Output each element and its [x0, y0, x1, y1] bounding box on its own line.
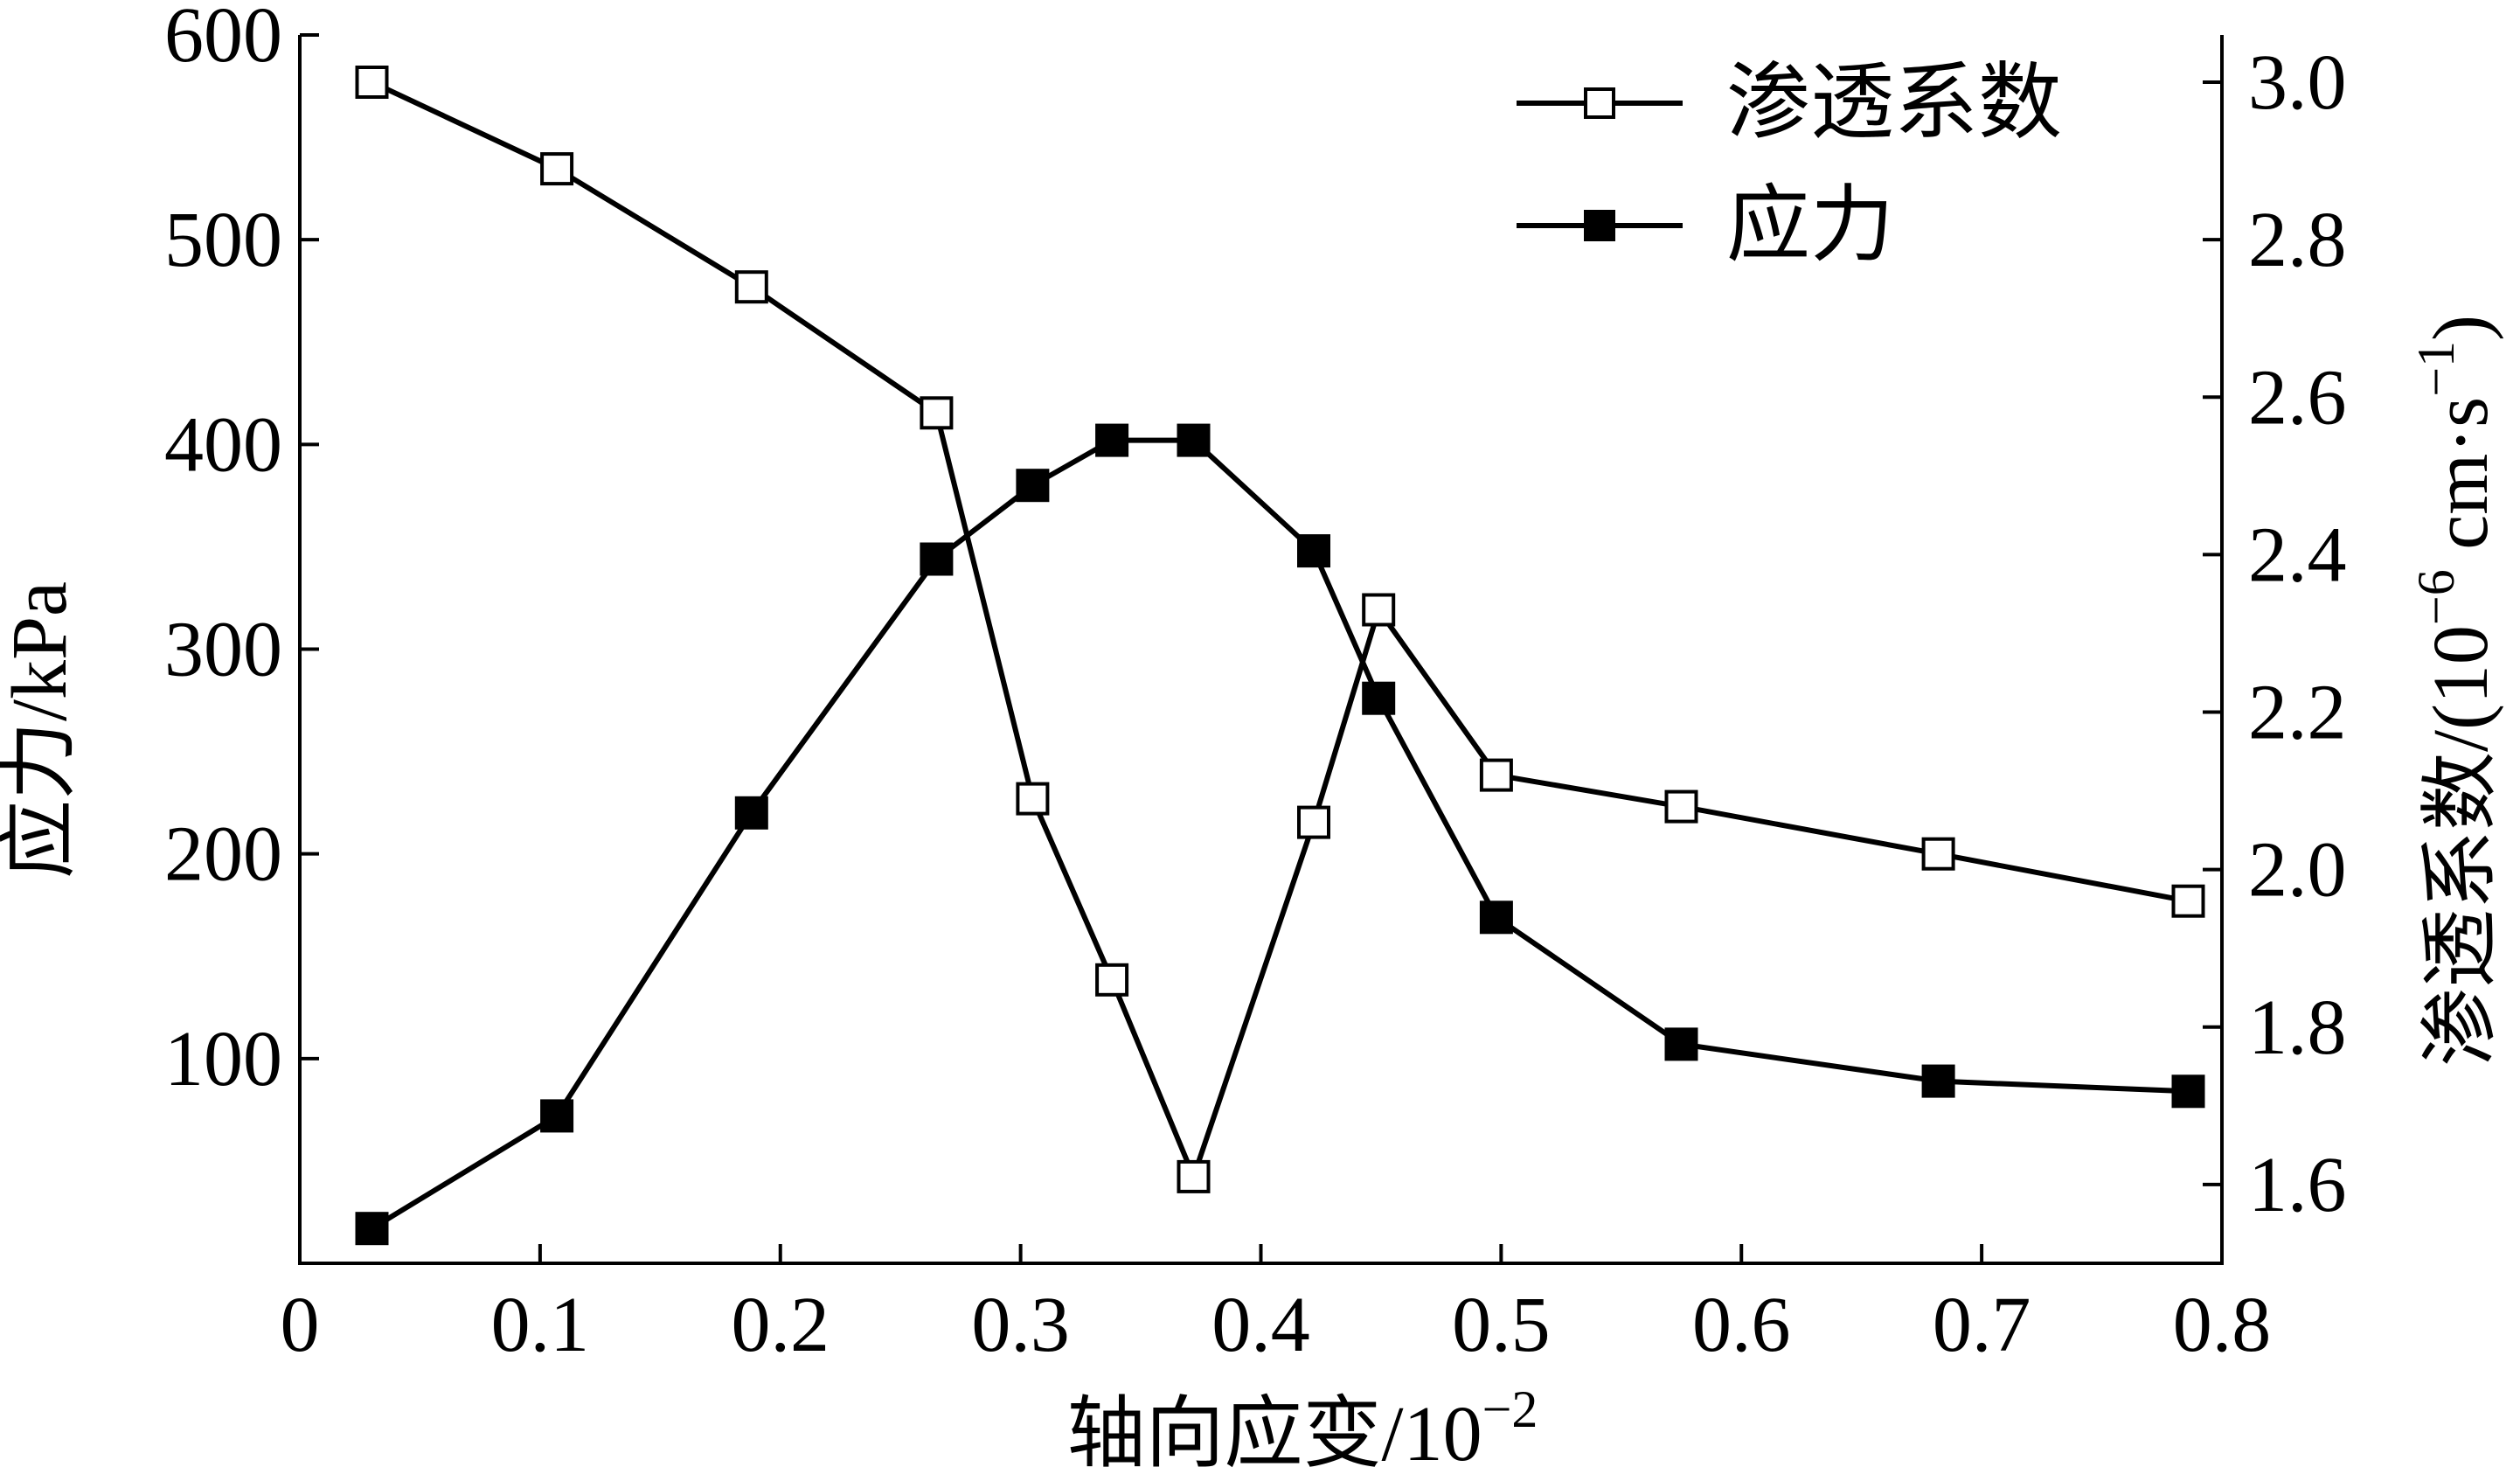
data-point	[1016, 469, 1050, 503]
left-y-axis-ticks: 100 200 300 400 500 600	[164, 0, 319, 1102]
data-point	[1095, 423, 1129, 457]
x-tick-label: 0.4	[1211, 1282, 1310, 1368]
legend-marker-permeability	[1584, 87, 1615, 119]
right-y-tick-label: 2.2	[2248, 670, 2347, 756]
series-line	[370, 437, 2189, 1231]
data-point	[734, 270, 768, 304]
data-point	[2171, 884, 2205, 918]
data-point	[1095, 963, 1129, 997]
data-point	[1921, 1064, 1955, 1098]
data-point	[1362, 593, 1396, 627]
left-y-tick-label: 300	[164, 607, 282, 693]
data-point	[1479, 758, 1513, 792]
series-layer	[355, 66, 2205, 1246]
x-tick-label: 0.8	[2173, 1282, 2272, 1368]
x-tick-label: 0.3	[971, 1282, 1070, 1368]
right-y-axis-ticks: 1.6 1.8 2.0 2.2 2.4 2.6 2.8 3.0	[2203, 39, 2347, 1228]
data-point	[540, 1099, 574, 1133]
series-line	[371, 80, 2190, 1185]
x-tick-label: 0.1	[491, 1282, 590, 1368]
data-point	[540, 152, 574, 186]
series-stress	[355, 423, 2205, 1246]
data-point	[1362, 681, 1396, 715]
right-y-tick-label: 1.8	[2248, 984, 2347, 1071]
left-y-tick-label: 200	[164, 811, 282, 898]
x-tick-label: 0.2	[732, 1282, 830, 1368]
series-permeability	[355, 66, 2205, 1193]
left-y-axis-title: 应力/kPa	[0, 581, 83, 879]
data-point	[1016, 782, 1050, 816]
x-axis-ticks: 0 0.1 0.2 0.3 0.4 0.5 0.6 0.7 0.8	[281, 1244, 2272, 1368]
legend: 渗透系数 应力	[1517, 56, 2062, 272]
x-tick-label: 0.5	[1452, 1282, 1551, 1368]
data-point	[1921, 837, 1955, 871]
legend-marker-stress	[1584, 210, 1615, 241]
data-point	[355, 66, 389, 99]
data-point	[920, 396, 954, 430]
data-point	[1297, 534, 1330, 568]
left-y-tick-label: 600	[164, 0, 282, 79]
right-y-tick-label: 2.8	[2248, 197, 2347, 283]
right-y-tick-label: 3.0	[2248, 39, 2347, 126]
data-point	[1479, 900, 1513, 935]
x-tick-label: 0.7	[1933, 1282, 2031, 1368]
right-y-tick-label: 2.6	[2248, 354, 2347, 441]
data-point	[1297, 805, 1330, 839]
left-y-tick-label: 100	[164, 1016, 282, 1102]
right-y-tick-label: 2.4	[2248, 511, 2347, 598]
right-y-tick-label: 2.0	[2248, 827, 2347, 914]
data-point	[734, 796, 768, 830]
left-y-tick-label: 400	[164, 401, 282, 488]
right-y-tick-label: 1.6	[2248, 1142, 2347, 1228]
left-y-tick-label: 500	[164, 197, 282, 283]
data-point	[1177, 1159, 1211, 1193]
x-tick-label: 0	[281, 1282, 320, 1368]
data-point	[2171, 1074, 2205, 1109]
right-y-axis-title: 渗透系数/(10−6 cm·s−1)	[2407, 315, 2504, 1067]
data-point	[355, 1212, 389, 1246]
data-point	[1664, 1027, 1698, 1061]
data-point	[1177, 423, 1211, 457]
x-axis-title: 轴向应变/10−2	[1067, 1380, 1538, 1478]
legend-label-permeability: 渗透系数	[1726, 56, 2062, 149]
data-point	[920, 542, 954, 576]
x-tick-label: 0.6	[1692, 1282, 1791, 1368]
legend-label-stress: 应力	[1726, 178, 1894, 272]
data-point	[1664, 789, 1698, 824]
